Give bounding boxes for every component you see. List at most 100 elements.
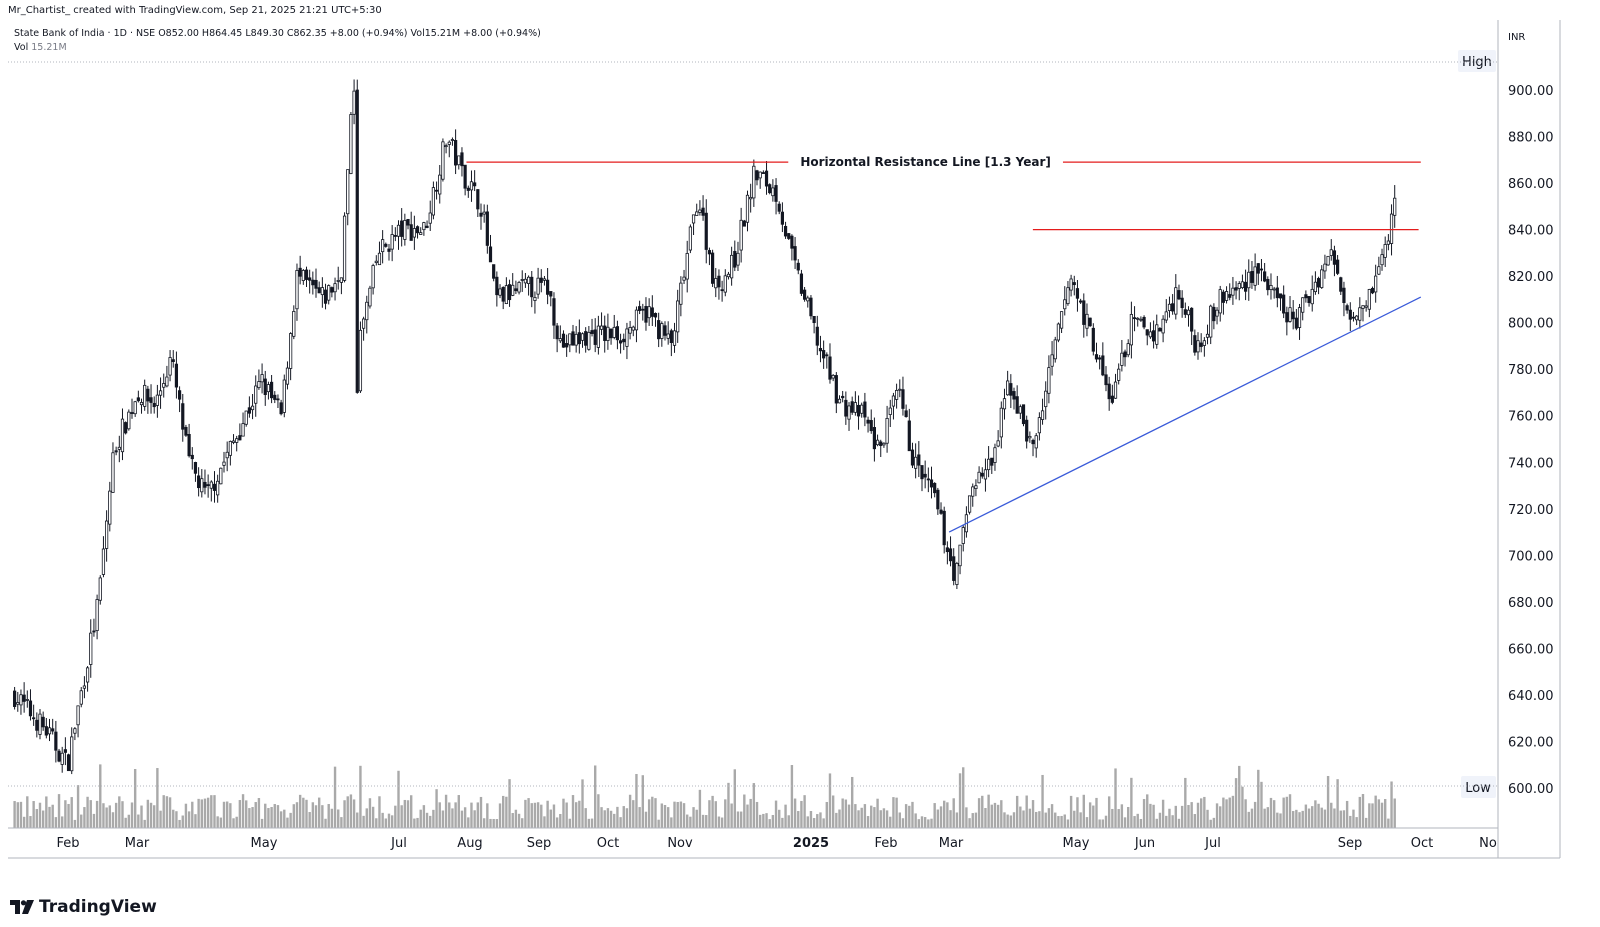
volume-bar bbox=[641, 775, 644, 828]
volume-bar bbox=[213, 795, 216, 828]
candle-body bbox=[1237, 283, 1241, 289]
candle-body bbox=[806, 297, 810, 302]
candle-body bbox=[879, 441, 883, 446]
candle-body bbox=[910, 449, 915, 466]
candle-body bbox=[393, 235, 397, 237]
candle-body bbox=[1291, 311, 1295, 320]
candle-body bbox=[479, 212, 483, 217]
candle-body bbox=[165, 376, 169, 387]
candle-body bbox=[517, 282, 521, 293]
volume-bar bbox=[657, 819, 660, 828]
volume-legend[interactable]: Vol 15.21M bbox=[14, 41, 541, 55]
tradingview-logo[interactable]: TradingView bbox=[10, 897, 157, 917]
volume-bar bbox=[397, 770, 400, 828]
price-axis[interactable]: 600.00 620.00 640.00 660.00 680.00 700.00 720.… bbox=[1458, 32, 1554, 798]
candle-body bbox=[872, 427, 876, 450]
volume-bar bbox=[260, 818, 264, 828]
candle-body bbox=[92, 630, 96, 633]
candle-body bbox=[317, 287, 321, 294]
volume-bar bbox=[311, 802, 315, 828]
volume-bar bbox=[1250, 808, 1254, 828]
volume-bar bbox=[651, 796, 654, 828]
time-tick-label: Mar bbox=[939, 836, 964, 851]
volume-bar bbox=[162, 795, 165, 828]
candle-body bbox=[1082, 300, 1086, 325]
price-tick-label: 740.00 bbox=[1508, 456, 1554, 471]
volume-bar bbox=[1244, 799, 1247, 828]
candle-body bbox=[612, 326, 616, 338]
volume-bar bbox=[1060, 815, 1063, 828]
candle-body bbox=[552, 298, 556, 326]
candle-body bbox=[1202, 340, 1206, 346]
currency-label: INR bbox=[1508, 32, 1525, 43]
candle-body bbox=[1171, 303, 1175, 312]
volume-bar bbox=[419, 809, 422, 828]
candle-body bbox=[1104, 374, 1108, 386]
candle-body bbox=[1304, 294, 1308, 299]
volume-bar bbox=[508, 779, 511, 828]
volume-bar bbox=[540, 804, 543, 828]
candle-body bbox=[730, 254, 734, 279]
volume-bar bbox=[254, 802, 257, 828]
time-axis[interactable]: Feb Mar May Jul Aug Sep Oct Nov 2025 Feb Mar May Jun… bbox=[56, 836, 1496, 851]
volume-bar bbox=[790, 765, 794, 828]
volume-bar bbox=[473, 810, 476, 828]
price-panel[interactable] bbox=[13, 79, 1397, 775]
candle-body bbox=[111, 452, 115, 493]
symbol-line[interactable]: State Bank of India · 1D · NSE O852.00 H… bbox=[14, 27, 541, 41]
candle-body bbox=[1044, 390, 1048, 408]
volume-bar bbox=[1291, 811, 1295, 828]
candle-body bbox=[1088, 317, 1092, 327]
volume-bar bbox=[939, 806, 943, 828]
candle-body bbox=[790, 235, 794, 249]
candle-body bbox=[1050, 354, 1054, 367]
volume-bar bbox=[470, 802, 473, 828]
tradingview-logo-text: TradingView bbox=[39, 897, 157, 917]
volume-bar bbox=[1174, 805, 1178, 828]
volume-bar bbox=[89, 800, 92, 828]
candle-body bbox=[676, 300, 680, 333]
volume-bar bbox=[29, 816, 32, 828]
candle-body bbox=[463, 164, 467, 189]
volume-bar bbox=[914, 813, 917, 828]
candle-body bbox=[818, 348, 823, 352]
candle-body bbox=[1018, 406, 1022, 414]
volume-bar bbox=[486, 803, 489, 828]
volume-bar bbox=[546, 800, 549, 828]
volume-bar bbox=[48, 806, 51, 828]
candle-body bbox=[771, 187, 775, 197]
candle-body bbox=[622, 338, 626, 343]
low-label: Low bbox=[1465, 781, 1491, 796]
volume-bar bbox=[1015, 795, 1019, 828]
volume-bar bbox=[19, 801, 23, 828]
volume-bar bbox=[235, 816, 238, 828]
candle-body bbox=[1389, 213, 1394, 244]
candle-body bbox=[691, 214, 696, 224]
candle-body bbox=[1132, 317, 1137, 320]
volume-bar bbox=[330, 808, 334, 828]
volume-bar bbox=[923, 817, 927, 828]
volume-bar bbox=[1012, 812, 1016, 828]
candle-body bbox=[428, 212, 432, 224]
volume-bar bbox=[1152, 804, 1155, 828]
volume-bar bbox=[996, 804, 1000, 828]
candle-body bbox=[1107, 383, 1111, 400]
candle-body bbox=[1377, 266, 1381, 275]
candle-body bbox=[1145, 329, 1149, 336]
volume-bar bbox=[587, 818, 591, 828]
volume-bar bbox=[793, 798, 797, 828]
candle-body bbox=[958, 544, 962, 567]
candle-body bbox=[127, 411, 131, 430]
volume-bar bbox=[203, 798, 207, 828]
candle-body bbox=[783, 225, 788, 237]
volume-bar bbox=[911, 801, 914, 828]
candle-body bbox=[787, 233, 791, 239]
candle-body bbox=[663, 325, 667, 336]
volume-bar bbox=[321, 805, 324, 828]
candle-body bbox=[523, 278, 528, 284]
candle-body bbox=[1361, 305, 1365, 309]
candle-body bbox=[568, 333, 572, 346]
price-tick-label: 780.00 bbox=[1508, 363, 1554, 378]
time-tick-label: Feb bbox=[874, 836, 897, 851]
